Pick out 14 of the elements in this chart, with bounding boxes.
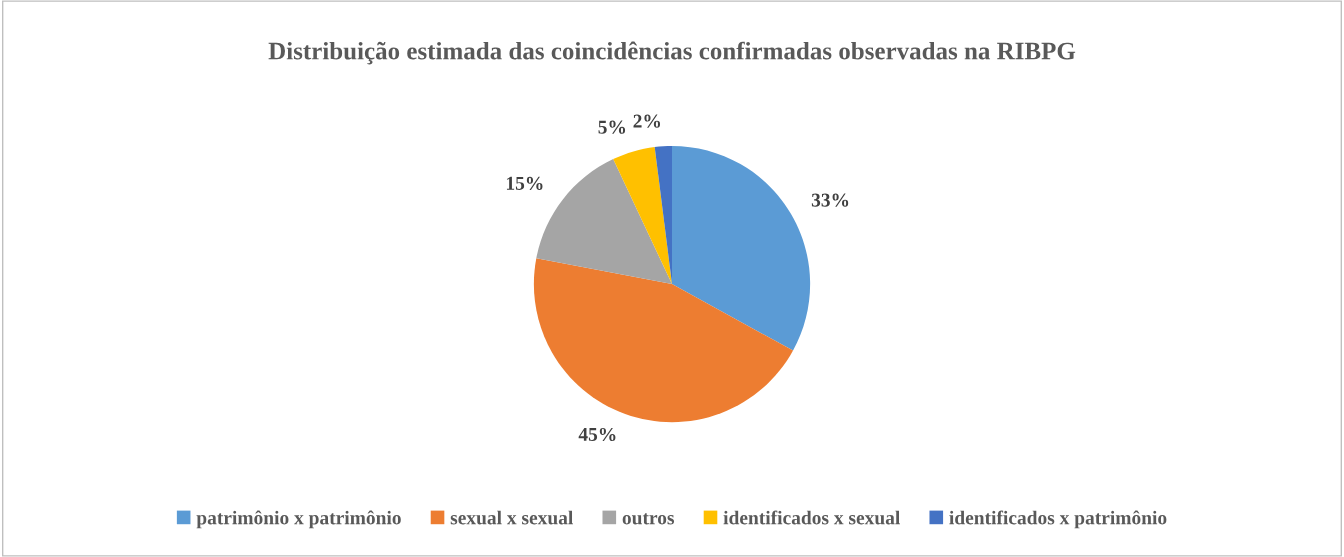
pie-slice <box>533 258 794 423</box>
legend-label: identificados x patrimônio <box>949 510 1167 529</box>
pie-slice <box>613 147 672 285</box>
legend-label: patrimônio x patrimônio <box>196 510 401 529</box>
data-label: 15% <box>506 176 543 190</box>
data-label: 2% <box>633 114 661 128</box>
chart-title: Distribuição estimada das coincidências confirmadas observadas na RIBPG <box>268 41 1076 65</box>
pie-slice <box>672 145 811 351</box>
legend-label: identificados x sexual <box>723 510 900 525</box>
legend-label: sexual x sexual <box>450 510 573 525</box>
data-label: 33% <box>811 193 849 207</box>
data-label: 5% <box>598 120 626 134</box>
legend-label: outros <box>622 513 675 525</box>
data-label: 45% <box>578 427 616 442</box>
